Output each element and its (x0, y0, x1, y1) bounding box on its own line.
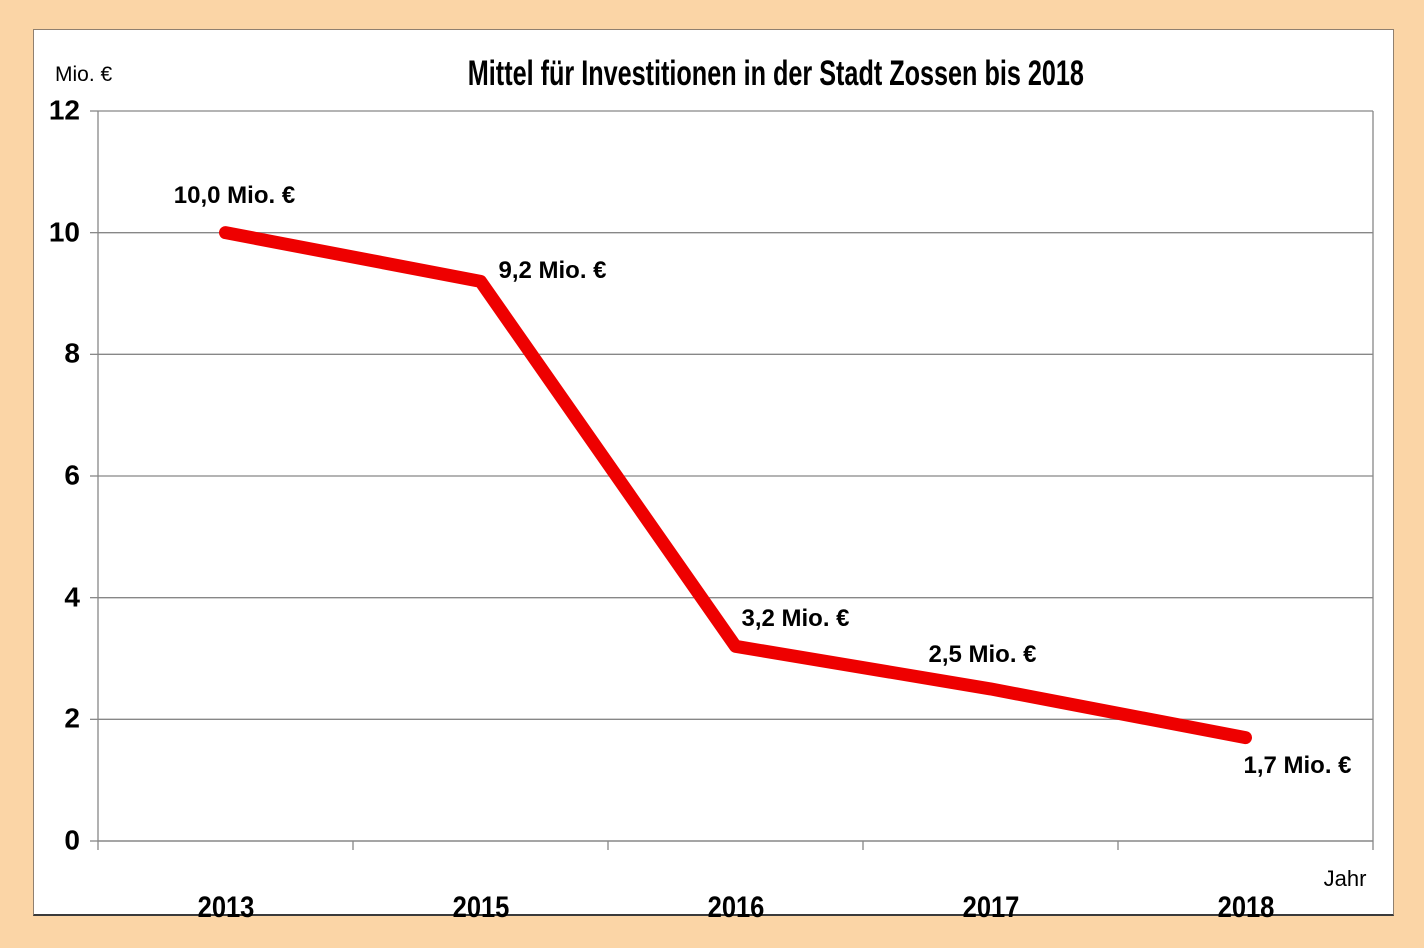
x-tick-label: 2016 (707, 891, 764, 924)
chart-panel: Mittel für Investitionen in der Stadt Zo… (33, 29, 1394, 924)
y-tick-label: 2 (64, 702, 80, 734)
x-axis-unit-label: Jahr (1323, 866, 1367, 891)
y-axis-unit-label: Mio. € (55, 63, 113, 86)
data-point-label: 3,2 Mio. € (741, 605, 850, 633)
data-series-line (219, 226, 1252, 745)
y-tick-label: 12 (48, 94, 80, 126)
data-point-label: 9,2 Mio. € (498, 257, 607, 285)
y-tick-label: 0 (64, 824, 80, 856)
data-point-label: 1,7 Mio. € (1243, 751, 1352, 779)
chart-title: Mittel für Investitionen in der Stadt Zo… (467, 54, 1085, 93)
y-tick-label: 10 (48, 216, 80, 248)
data-point-label: 2,5 Mio. € (928, 640, 1037, 668)
data-point-label: 10,0 Mio. € (173, 181, 296, 209)
x-tick-label: 2015 (452, 891, 509, 924)
x-tick-label: 2018 (1217, 891, 1274, 924)
x-tick-label: 2017 (962, 891, 1019, 924)
x-tick-label: 2013 (197, 891, 254, 924)
y-tick-label: 6 (64, 459, 80, 491)
chart-title-container: Mittel für Investitionen in der Stadt Zo… (159, 54, 1393, 94)
plot-area (90, 110, 1374, 850)
y-tick-label: 4 (64, 581, 80, 613)
y-tick-label: 8 (64, 337, 80, 369)
